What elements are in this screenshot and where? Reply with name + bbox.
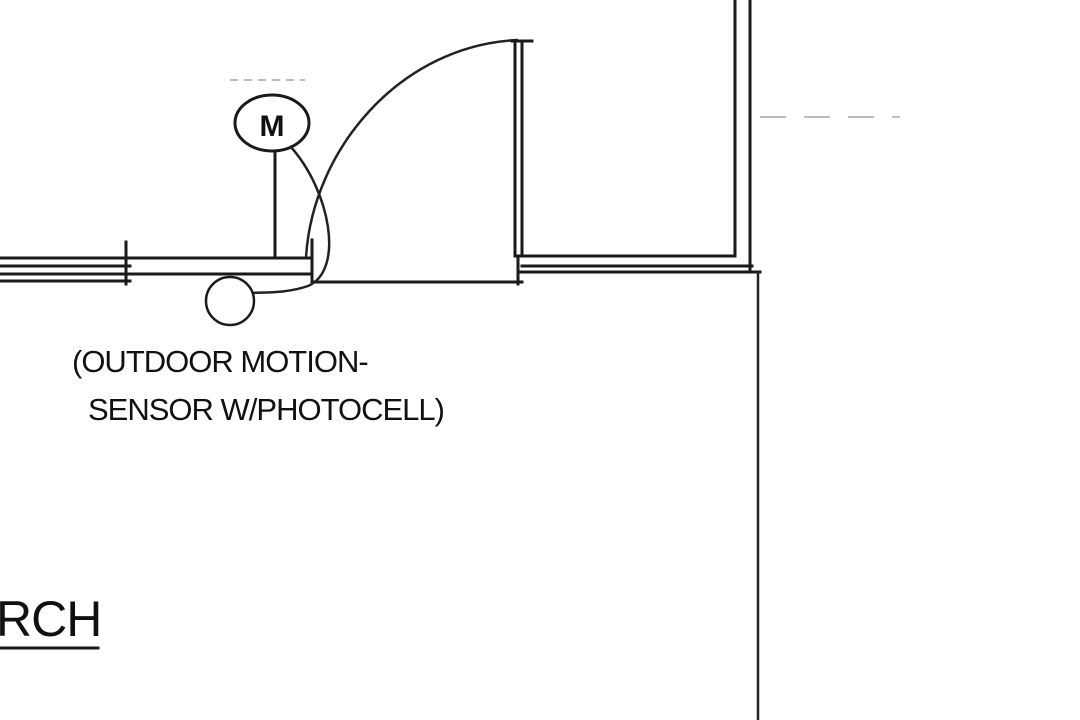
door-swing-arc — [304, 38, 519, 259]
sensor-note-line1: (OUTDOOR MOTION- — [72, 344, 368, 379]
motion-switch-letter: M — [260, 110, 285, 143]
room-label: RCH — [0, 591, 101, 647]
motion-switch-circle — [233, 93, 311, 153]
door — [304, 38, 534, 284]
sensor-note-line2: SENSOR W/PHOTOCELL) — [88, 392, 444, 427]
outdoor-light-fixture-circle — [204, 275, 256, 327]
motion-switch-symbol: M — [233, 93, 311, 260]
right-wall — [513, 0, 762, 286]
left-wall — [0, 238, 314, 286]
faint-dashes — [230, 79, 900, 118]
circuit-wire — [251, 145, 331, 295]
